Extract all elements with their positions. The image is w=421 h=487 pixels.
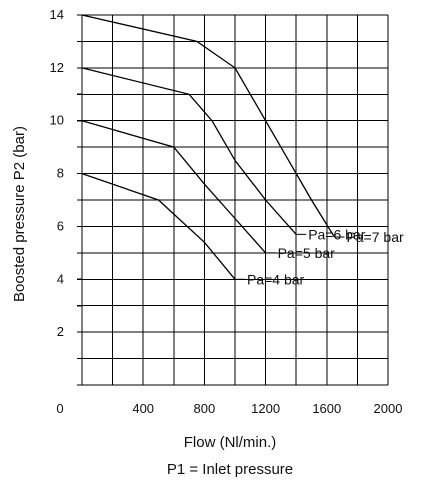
series-label: Pa=4 bar — [247, 271, 305, 287]
x-tick-labels: 0 400 800 1200 1600 2000 — [56, 401, 402, 416]
x-tick-label: 800 — [194, 401, 216, 416]
series-label: Pa=7 bar — [346, 229, 404, 245]
x-tick-label: 2000 — [374, 401, 403, 416]
x-tick-label: 1200 — [251, 401, 280, 416]
y-tick-label: 4 — [57, 271, 64, 286]
x-tick-label: 1600 — [312, 401, 341, 416]
caption: P1 = Inlet pressure — [167, 461, 293, 478]
series-line — [81, 120, 267, 254]
series-line — [81, 67, 297, 235]
grid — [82, 14, 389, 385]
x-axis-title: Flow (Nl/min.) — [184, 434, 277, 451]
y-tick-label: 12 — [50, 60, 64, 75]
y-tick-labels: 2 4 6 8 10 12 14 — [50, 7, 64, 339]
axes — [77, 14, 388, 386]
series-line — [81, 172, 236, 280]
series-label: Pa=5 bar — [278, 245, 336, 261]
series-line — [81, 14, 335, 238]
series-curves — [81, 14, 335, 280]
y-axis-title: Boosted pressure P2 (bar) — [11, 126, 28, 302]
y-tick-label: 10 — [50, 113, 64, 128]
y-tick-label: 14 — [50, 7, 64, 22]
x-tick-label: 0 — [56, 401, 63, 416]
y-tick-label: 2 — [57, 324, 64, 339]
y-tick-label: 8 — [57, 166, 64, 181]
x-tick-label: 400 — [132, 401, 154, 416]
y-tick-label: 6 — [57, 218, 64, 233]
series-label: Pa=6 bar — [308, 226, 366, 242]
